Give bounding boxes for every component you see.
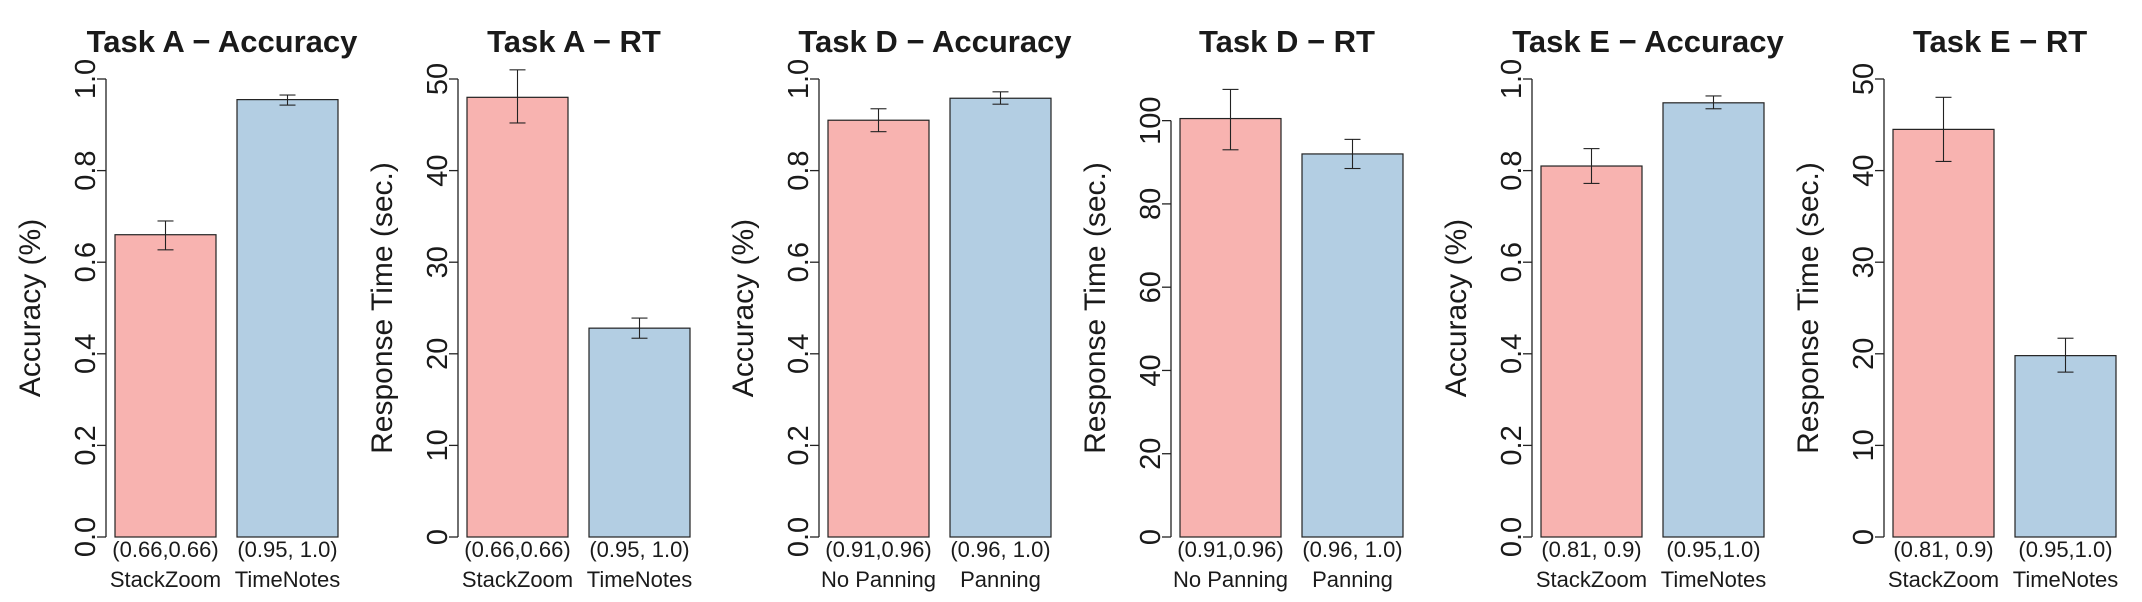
y-tick-label: 0 [422, 529, 454, 545]
bar-annotation: (0.91,0.96) [1177, 537, 1283, 562]
y-tick-label: 30 [1848, 246, 1880, 278]
y-tick-label: 0.0 [70, 517, 102, 557]
chart-title: Task E − RT [1913, 24, 2087, 59]
y-tick-label: 0.2 [70, 425, 102, 465]
bar-annotation: (0.91,0.96) [825, 537, 931, 562]
bar [236, 99, 339, 538]
y-tick-label: 0.0 [1496, 517, 1528, 557]
y-tick-label: 0.8 [70, 150, 102, 190]
y-tick-label: 0.2 [783, 425, 815, 465]
y-tick-label: 10 [422, 429, 454, 461]
y-axis-label: Response Time (sec.) [1792, 162, 1825, 454]
x-category-label: StackZoom [110, 567, 221, 592]
bar-annotation: (0.95, 1.0) [237, 537, 337, 562]
y-tick-label: 100 [1135, 96, 1167, 144]
y-tick-label: 1.0 [783, 59, 815, 99]
y-axis-label: Response Time (sec.) [1079, 162, 1112, 454]
bar [949, 97, 1052, 538]
y-tick-label: 40 [422, 154, 454, 186]
y-tick-label: 0.6 [783, 242, 815, 282]
y-axis-label: Accuracy (%) [14, 219, 47, 397]
bar-annotation: (0.66,0.66) [112, 537, 218, 562]
x-category-label: TimeNotes [2013, 567, 2119, 592]
y-axis-label: Accuracy (%) [727, 219, 760, 397]
y-tick-label: 20 [1135, 438, 1167, 470]
y-tick-label: 1.0 [1496, 59, 1528, 99]
y-tick-label: 0.2 [1496, 425, 1528, 465]
bar-annotation: (0.95,1.0) [1666, 537, 1760, 562]
y-tick-label: 0 [1848, 529, 1880, 545]
x-category-label: Panning [1312, 567, 1393, 592]
chart-title: Task A − RT [487, 24, 661, 59]
x-category-label: StackZoom [1536, 567, 1647, 592]
bar-annotation: (0.81, 0.9) [1893, 537, 1993, 562]
y-tick-label: 40 [1135, 354, 1167, 386]
y-tick-label: 0.6 [1496, 242, 1528, 282]
bar [588, 327, 691, 538]
x-category-label: TimeNotes [235, 567, 341, 592]
x-category-label: StackZoom [1888, 567, 1999, 592]
chart-title: Task D − RT [1199, 24, 1375, 59]
bar-annotation: (0.95,1.0) [2018, 537, 2112, 562]
y-tick-label: 0.8 [1496, 150, 1528, 190]
bar [114, 234, 217, 538]
y-tick-label: 30 [422, 246, 454, 278]
y-tick-label: 40 [1848, 154, 1880, 186]
x-category-label: No Panning [821, 567, 936, 592]
y-tick-label: 60 [1135, 271, 1167, 303]
y-tick-label: 80 [1135, 188, 1167, 220]
y-tick-label: 1.0 [70, 59, 102, 99]
y-tick-label: 20 [1848, 338, 1880, 370]
y-tick-label: 0 [1135, 529, 1167, 545]
bar [1892, 128, 1995, 538]
bar [1301, 153, 1404, 538]
x-category-label: No Panning [1173, 567, 1288, 592]
chart-title: Task E − Accuracy [1512, 24, 1784, 59]
chart-title: Task A − Accuracy [87, 24, 359, 59]
bar-annotation: (0.96, 1.0) [950, 537, 1050, 562]
x-category-label: TimeNotes [587, 567, 693, 592]
y-tick-label: 0.6 [70, 242, 102, 282]
bar [1662, 102, 1765, 538]
y-tick-label: 10 [1848, 429, 1880, 461]
x-category-label: Panning [960, 567, 1041, 592]
bar [1540, 165, 1643, 538]
y-tick-label: 0.0 [783, 517, 815, 557]
y-tick-label: 0.4 [1496, 334, 1528, 374]
bar [466, 96, 569, 538]
bar [2014, 355, 2117, 538]
bar-annotation: (0.81, 0.9) [1541, 537, 1641, 562]
y-axis-label: Response Time (sec.) [366, 162, 399, 454]
y-tick-label: 20 [422, 338, 454, 370]
y-tick-label: 0.4 [783, 334, 815, 374]
chart-title: Task D − Accuracy [798, 24, 1072, 59]
y-tick-label: 50 [422, 63, 454, 95]
bar-annotation: (0.95, 1.0) [589, 537, 689, 562]
y-tick-label: 0.8 [783, 150, 815, 190]
x-category-label: StackZoom [462, 567, 573, 592]
x-category-label: TimeNotes [1661, 567, 1767, 592]
bar [827, 119, 930, 538]
bar [1179, 117, 1282, 538]
bar-annotation: (0.66,0.66) [464, 537, 570, 562]
y-axis-label: Accuracy (%) [1440, 219, 1473, 397]
y-tick-label: 50 [1848, 63, 1880, 95]
y-tick-label: 0.4 [70, 334, 102, 374]
bar-annotation: (0.96, 1.0) [1302, 537, 1402, 562]
